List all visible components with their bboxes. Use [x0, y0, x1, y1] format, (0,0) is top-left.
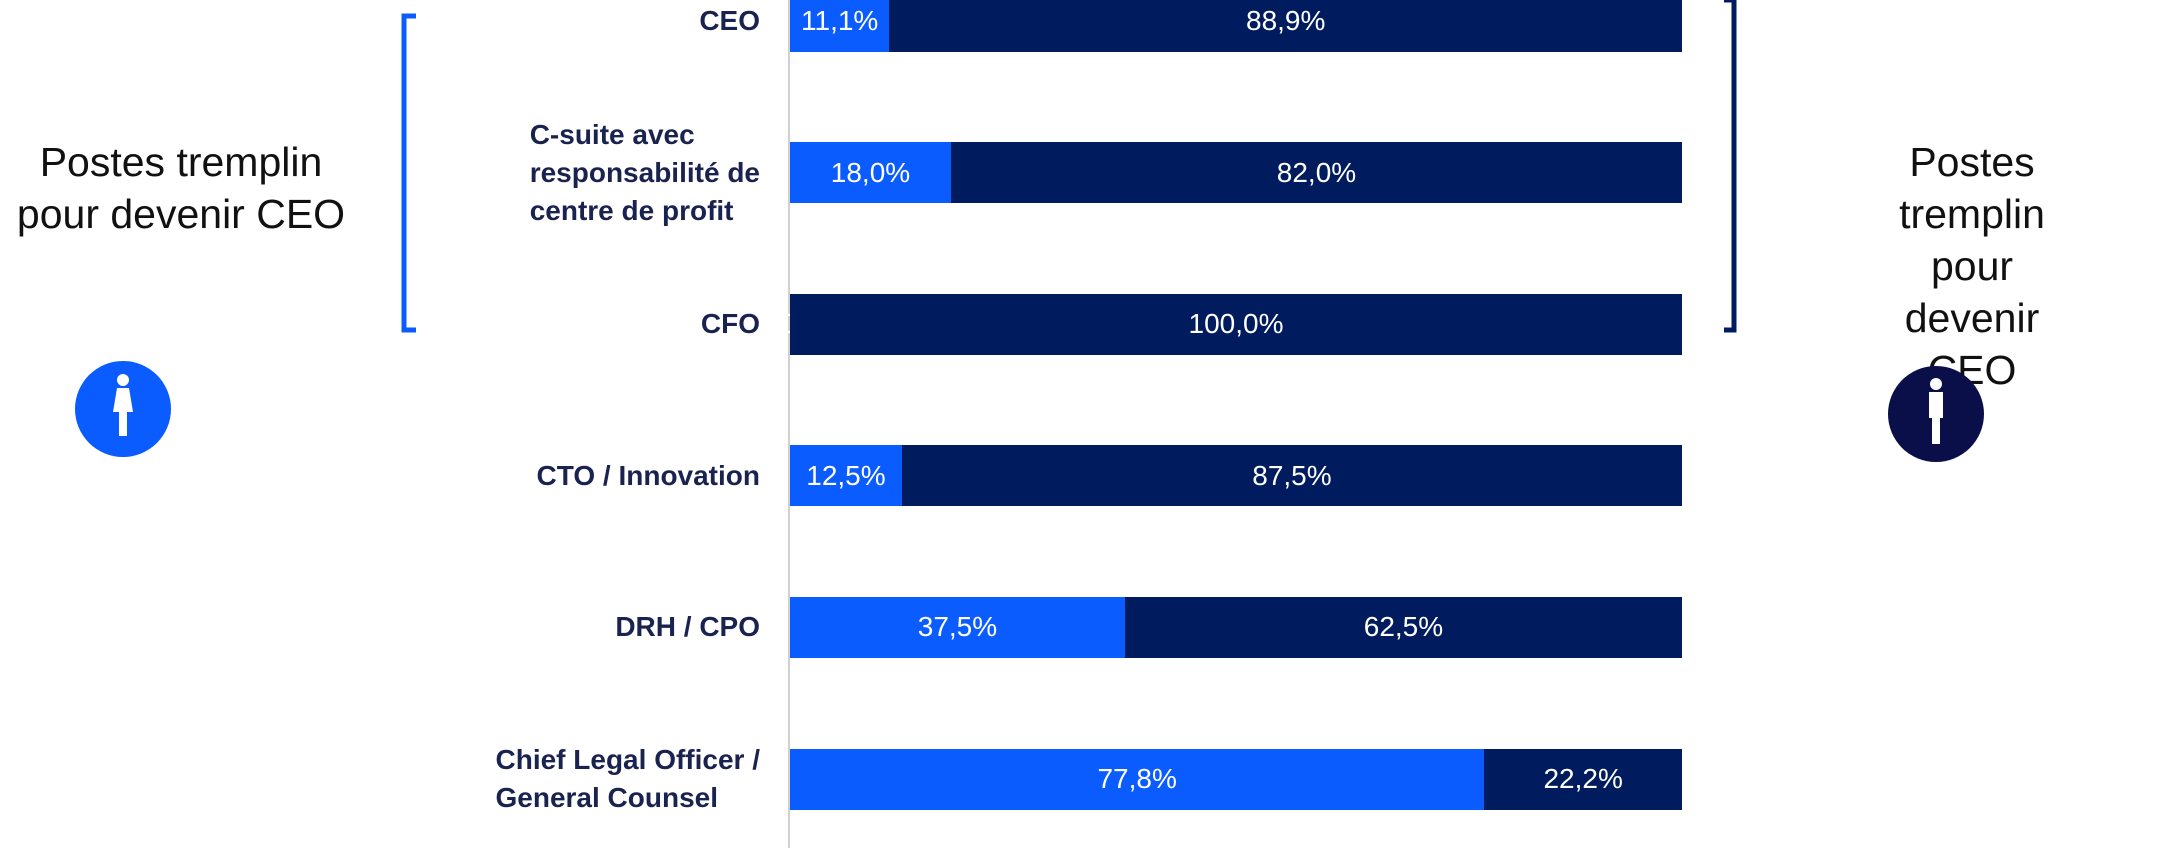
category-label: CFO [700, 308, 760, 340]
bracket [1724, 0, 1737, 333]
value-label: 18,0% [830, 156, 911, 188]
category-label: CTO / Innovation [536, 459, 760, 491]
value-label: 87,5% [1252, 459, 1332, 491]
male-icon [1888, 366, 1984, 462]
axis-line [788, 0, 790, 848]
annotation: Postes tremplin pour devenir CEO [16, 139, 346, 237]
bar-segment [950, 142, 1682, 204]
category-label: C-suite avec responsabilité de centre de… [529, 118, 760, 226]
bar-segment [790, 748, 1484, 810]
value-label: 37,5% [917, 611, 998, 643]
bar-segment [889, 0, 1682, 52]
bar-segment [901, 445, 1682, 507]
value-label: 62,5% [1363, 611, 1444, 643]
value-label: 22,2% [1543, 763, 1623, 794]
female-icon [75, 361, 171, 457]
bar-segment [1483, 748, 1682, 810]
bar-segment [790, 596, 1125, 658]
category-label: CEO [699, 5, 760, 36]
bar-segment [790, 293, 1682, 355]
value-label: 88,9% [1246, 5, 1326, 36]
bar-segment [1124, 596, 1682, 658]
bar-segment [790, 445, 902, 507]
bracket [401, 13, 416, 333]
value-label: 11,1% [801, 5, 879, 36]
category-label: Chief Legal Officer / General Counsel [495, 744, 761, 813]
category-label: DRH / CPO [615, 611, 760, 643]
value-label: 77,8% [1097, 763, 1177, 794]
annotation: Postes tremplin pour devenir CEO [1899, 139, 2045, 393]
value-label: 82,0% [1276, 156, 1357, 188]
bar-segment [790, 142, 951, 204]
value-label: 100,0% [1188, 308, 1284, 340]
value-label: 12,5% [806, 459, 886, 491]
bar-segment [790, 0, 889, 52]
